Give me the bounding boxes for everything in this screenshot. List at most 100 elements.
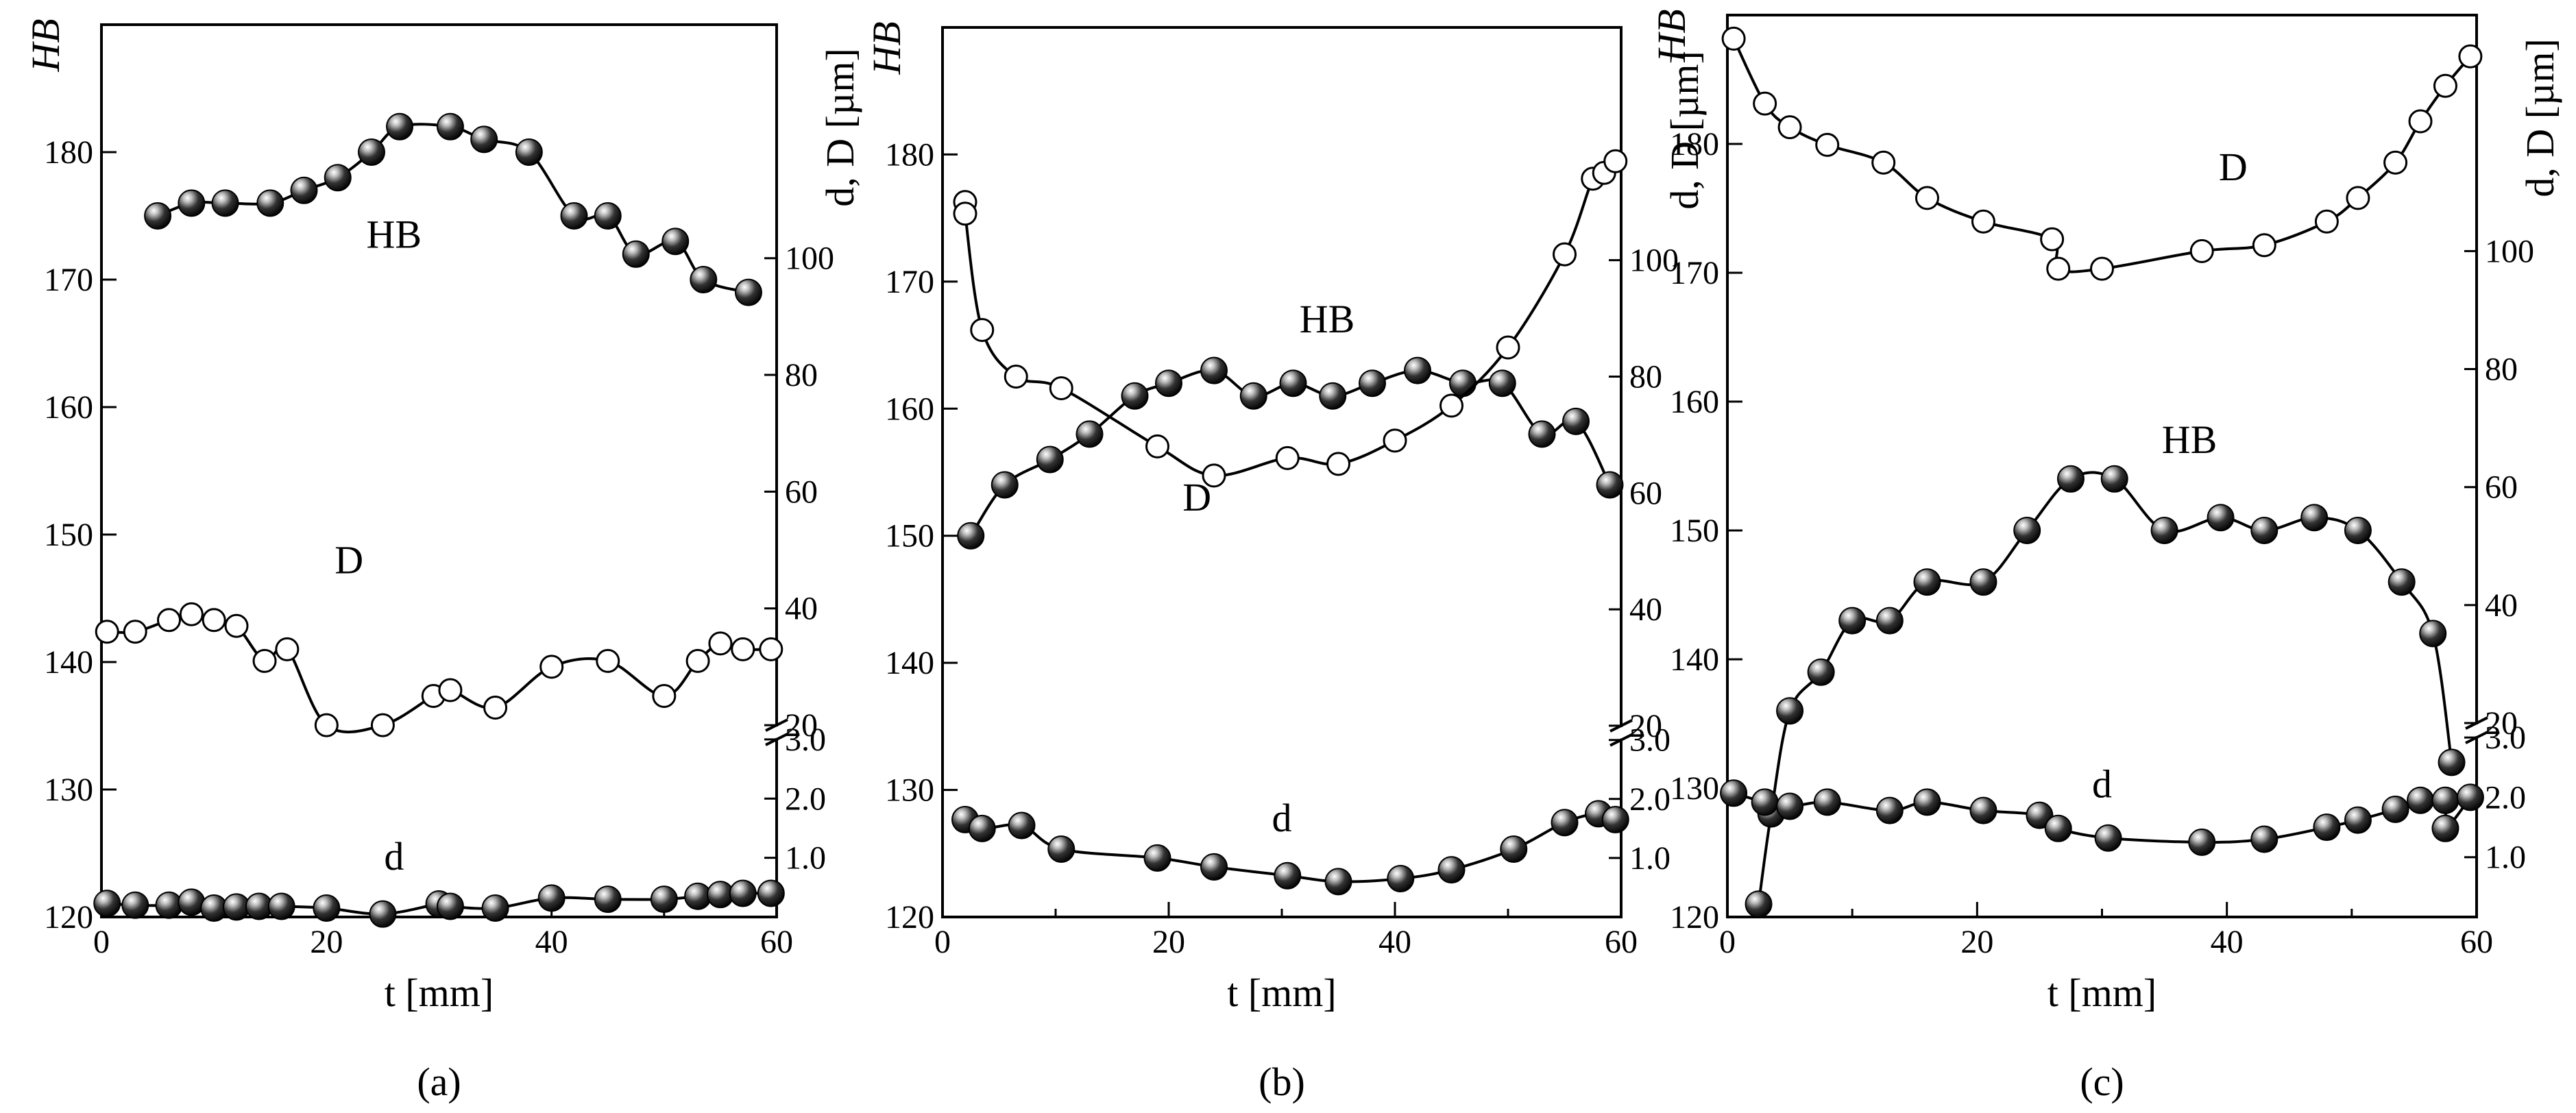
- data-point-HB: [734, 278, 762, 306]
- panel-caption: (b): [1259, 1060, 1305, 1104]
- y-left-axis-title: HB: [23, 19, 68, 72]
- data-point-HB: [1076, 420, 1104, 448]
- data-point-D: [202, 608, 226, 633]
- y-left-tick-label: 170: [1670, 255, 1719, 291]
- data-point-HB: [358, 138, 385, 166]
- data-point-D: [2252, 233, 2276, 258]
- data-point-HB: [2250, 517, 2279, 544]
- data-point-HB: [1596, 471, 1624, 499]
- data-point-HB: [1488, 369, 1516, 398]
- data-point-D: [123, 620, 147, 644]
- y-left-axis-title: HB: [864, 21, 909, 75]
- y-right-upper-tick-label: 80: [2485, 352, 2518, 388]
- data-point-HB: [2300, 504, 2329, 532]
- y-right-upper-tick-label: 100: [1629, 243, 1679, 279]
- data-point-HB: [470, 125, 498, 154]
- data-point-D: [2408, 109, 2433, 134]
- data-point-HB: [1838, 607, 1867, 635]
- y-left-tick-label: 180: [1670, 126, 1719, 162]
- data-point-d: [594, 885, 622, 914]
- data-point-HB: [1200, 356, 1228, 384]
- x-tick-label: 20: [1960, 924, 1993, 960]
- y-left-tick-label: 150: [1670, 513, 1719, 549]
- series-line-D: [107, 613, 771, 734]
- axis-break-gap: [2472, 724, 2481, 737]
- series-line-d: [964, 812, 1616, 883]
- axis-break-gap: [1617, 726, 1625, 739]
- y-left-tick-label: 180: [44, 134, 93, 171]
- y-right-upper-tick-label: 80: [785, 357, 818, 393]
- data-point-D: [438, 678, 463, 702]
- data-point-HB: [211, 189, 239, 217]
- data-point-D: [2346, 186, 2370, 210]
- data-point-d: [1143, 844, 1171, 872]
- data-point-HB: [436, 112, 464, 140]
- chart-panel-c: 0 20 40 60 120 130 140 150 160 170 180 20 40 60 80 100 1…: [1649, 9, 2562, 1104]
- data-point-d: [2456, 783, 2484, 811]
- data-point-d: [121, 891, 149, 919]
- data-point-d: [1720, 779, 1748, 807]
- data-point-D: [1721, 26, 1746, 51]
- data-point-HB: [2344, 517, 2372, 544]
- data-point-HB: [1359, 369, 1386, 398]
- data-point-d: [1813, 788, 1841, 816]
- y-right-upper-tick-label: 20: [1629, 708, 1662, 744]
- series-label-HB: HB: [367, 212, 422, 257]
- data-point-HB: [1875, 607, 1904, 635]
- y-right-upper-tick-label: 20: [2485, 705, 2518, 742]
- x-tick-label: 60: [1605, 924, 1638, 960]
- data-point-HB: [1807, 658, 1835, 686]
- y-right-lower-tick-label: 3.0: [785, 722, 826, 758]
- data-point-D: [1753, 91, 1777, 116]
- data-point-HB: [2419, 620, 2447, 648]
- data-point-D: [685, 648, 710, 673]
- y-right-upper-tick-label: 80: [1629, 358, 1662, 395]
- data-point-D: [2383, 150, 2408, 175]
- y-right-lower-tick-label: 1.0: [785, 840, 826, 877]
- y-right-lower-tick-label: 2.0: [2485, 779, 2526, 816]
- y-left-tick-label: 120: [885, 899, 934, 935]
- data-point-D: [708, 631, 733, 656]
- data-point-D: [1383, 428, 1407, 453]
- y-left-tick-label: 170: [885, 264, 934, 300]
- data-point-d: [1601, 805, 1629, 833]
- data-point-D: [1049, 376, 1073, 400]
- series-label-D: D: [1182, 475, 1211, 519]
- data-point-d: [369, 900, 397, 928]
- data-point-D: [179, 602, 204, 626]
- y-left-tick-label: 150: [44, 517, 93, 553]
- data-point-HB: [2438, 748, 2466, 776]
- y-right-upper-tick-label: 40: [1629, 591, 1662, 628]
- data-point-D: [1439, 393, 1463, 418]
- y-right-axis-title: d, D [µm]: [818, 48, 862, 207]
- data-point-d: [1387, 865, 1415, 893]
- x-tick-label: 0: [934, 924, 951, 960]
- data-point-D: [95, 620, 119, 644]
- data-point-d: [155, 891, 183, 919]
- y-left-tick-label: 150: [885, 518, 934, 554]
- data-point-HB: [324, 164, 352, 192]
- y-left-tick-label: 140: [885, 645, 934, 681]
- data-point-D: [314, 713, 339, 737]
- chart-panel-a: 0 20 40 60 120 130 140 150 160 170 180 20 40 60 80 100 1…: [23, 19, 862, 1104]
- x-tick-label: 40: [1378, 924, 1411, 960]
- series-label-D: D: [2219, 145, 2248, 189]
- data-point-D: [1971, 209, 1995, 234]
- data-point-d: [1913, 788, 1941, 816]
- y-left-tick-label: 140: [44, 644, 93, 681]
- y-right-lower-tick-label: 3.0: [1629, 722, 1670, 759]
- data-point-D: [2189, 238, 2214, 263]
- y-left-tick-label: 120: [44, 899, 93, 935]
- y-left-axis-title: HB: [1649, 9, 1694, 62]
- series-label-D: D: [335, 538, 363, 583]
- series-label-d: d: [2092, 761, 2112, 806]
- data-point-D: [1815, 132, 1840, 157]
- data-point-HB: [957, 522, 985, 550]
- y-left-tick-label: 130: [44, 772, 93, 808]
- y-left-tick-label: 160: [885, 391, 934, 427]
- data-point-d: [313, 894, 341, 922]
- data-point-d: [2026, 801, 2054, 829]
- y-left-tick-label: 160: [44, 389, 93, 426]
- data-point-HB: [1776, 697, 1804, 725]
- data-point-D: [275, 637, 300, 661]
